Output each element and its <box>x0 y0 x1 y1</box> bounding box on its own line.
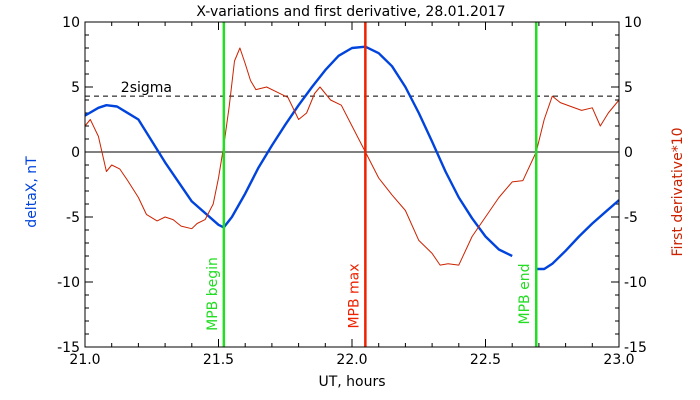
mpb-end-label: MPB end <box>517 264 533 325</box>
y-tick-label-left: -15 <box>57 340 80 356</box>
y-tick-label-right: -15 <box>624 340 647 356</box>
y-axis-label-right: First derivative*10 <box>670 127 686 256</box>
mpb-max-label: MPB max <box>346 263 362 328</box>
y-tick-label-left: 0 <box>71 145 80 161</box>
y-tick-label-left: -10 <box>57 275 80 291</box>
x-tick-label: 21.5 <box>203 352 234 368</box>
deltax-line-after <box>536 199 620 271</box>
y-tick-label-left: 5 <box>71 80 80 96</box>
x-tick-label: 22.5 <box>470 352 501 368</box>
x-tick-label: 22.0 <box>336 352 367 368</box>
y-tick-label-right: 5 <box>624 80 633 96</box>
y-tick-label-left: -5 <box>66 210 80 226</box>
y-tick-label-right: -5 <box>624 210 638 226</box>
y-tick-label-right: 0 <box>624 145 633 161</box>
derivative-line <box>84 47 620 266</box>
mpb-begin-label: MPB begin <box>205 257 221 331</box>
plot-frame <box>84 21 620 348</box>
x-axis-label: UT, hours <box>318 374 385 390</box>
chart-title: X-variations and first derivative, 28.01… <box>196 4 505 20</box>
y-tick-label-right: -10 <box>624 275 647 291</box>
y-tick-label-right: 10 <box>624 15 642 31</box>
x-tick-label: 23.0 <box>603 352 634 368</box>
x-tick-label: 21.0 <box>69 352 100 368</box>
y-tick-label-left: 10 <box>62 15 80 31</box>
y-axis-label-left: deltaX, nT <box>24 156 40 228</box>
deltax-line <box>84 45 513 258</box>
threshold-label: 2sigma <box>121 80 172 96</box>
